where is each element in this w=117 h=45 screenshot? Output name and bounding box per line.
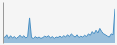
y-axis-line xyxy=(3,3,4,44)
line xyxy=(3,9,115,39)
marks xyxy=(3,9,115,43)
area xyxy=(3,9,115,43)
plot xyxy=(3,3,115,44)
chart xyxy=(0,0,117,45)
y-axis xyxy=(3,3,4,44)
